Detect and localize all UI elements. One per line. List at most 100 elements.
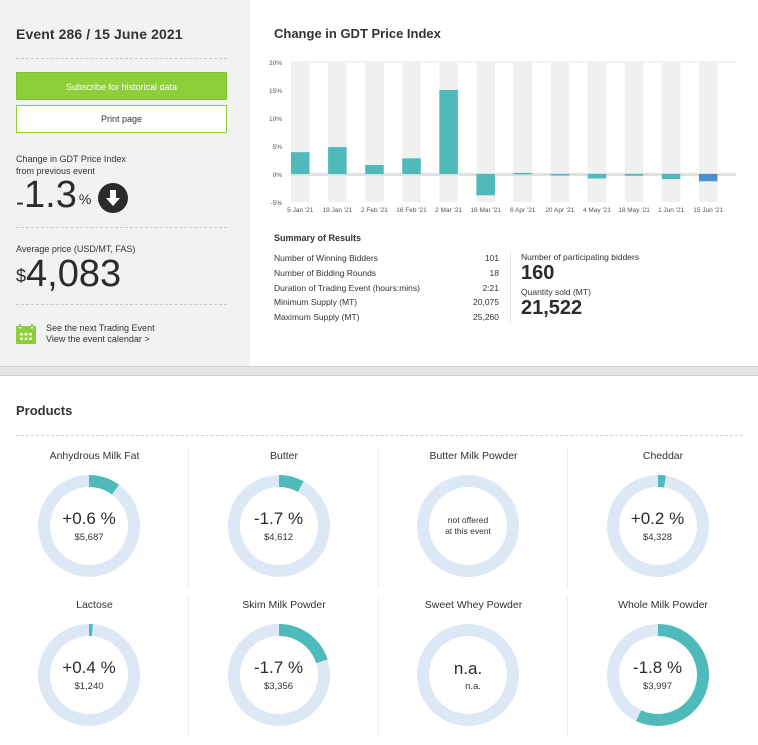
summary-row: Duration of Trading Event (hours:mins) 2:… (274, 281, 499, 296)
summary-row-value: 25,260 (473, 312, 499, 323)
bar (476, 174, 495, 196)
not-offered-note: not offered at this event (445, 515, 491, 537)
product-price: $4,328 (642, 531, 673, 543)
x-tick-label: 20 Apr '21 (545, 207, 574, 214)
x-tick-label: 2 Mar '21 (435, 207, 462, 214)
product-card-lactose[interactable]: Lactose +0.4 % $1,240 (0, 595, 189, 745)
event-sidebar: Event 286 / 15 June 2021 Subscribe for h… (0, 0, 250, 366)
donut-center: -1.7 % $4,612 (227, 474, 331, 578)
product-donut (606, 624, 709, 726)
product-card-anhydrous-milk-fat[interactable]: Anhydrous Milk Fat +0.6 % $5,687 (0, 446, 189, 596)
donut-share-arc (606, 624, 709, 726)
summary-title: Summary of Results (274, 233, 362, 243)
summary-row-label: Duration of Trading Event (hours:mins) (274, 282, 420, 293)
product-name: Lactose (76, 599, 113, 611)
product-card-skim-milk-powder[interactable]: Skim Milk Powder -1.7 % $3,356 (190, 595, 379, 745)
divider (16, 227, 227, 228)
subscribe-button[interactable]: Subscribe for historical data (16, 72, 227, 100)
donut-center: n.a. n.a. (416, 623, 520, 727)
product-card-butter-milk-powder[interactable]: Butter Milk Powder not offered at this eve… (379, 446, 568, 596)
currency-symbol: $ (16, 266, 27, 286)
chart-band (698, 62, 718, 202)
column-separator (567, 597, 568, 737)
donut-share-arc (38, 475, 140, 577)
product-donut (417, 475, 519, 577)
y-tick-label: 5% (273, 144, 283, 151)
donut-share-arc (227, 624, 330, 726)
chart-band (587, 62, 607, 202)
product-card-cheddar[interactable]: Cheddar +0.2 % $4,328 (569, 446, 758, 596)
x-tick-label: 18 May '21 (618, 207, 650, 214)
avg-price-label: Average price (USD/MT, FAS) (16, 244, 136, 254)
product-name: Whole Milk Powder (618, 599, 708, 611)
y-tick-label: 0% (273, 172, 283, 179)
product-card-whole-milk-powder[interactable]: Whole Milk Powder -1.8 % $3,997 (569, 595, 758, 745)
quantity-sold-label: Quantity sold (MT) (521, 287, 591, 297)
change-value: 1.3 (24, 174, 77, 216)
donut-center: +0.2 % $4,328 (606, 474, 710, 578)
chart-band (624, 62, 644, 202)
product-name: Butter Milk Powder (429, 450, 518, 462)
product-price: n.a. (465, 680, 481, 692)
participating-bidders-label: Number of participating bidders (521, 252, 640, 262)
change-label: Change in GDT Price Index from previous … (16, 153, 126, 177)
product-name: Sweet Whey Powder (424, 599, 523, 611)
summary-row-value: 20,075 (473, 297, 499, 308)
product-price: $1,240 (74, 680, 104, 692)
event-overview: Event 286 / 15 June 2021 Subscribe for h… (0, 0, 758, 366)
view-calendar-link[interactable]: View the event calendar > (46, 334, 150, 344)
donut-center: not offered at this event (416, 474, 520, 578)
average-price: $ 4,083 (16, 254, 121, 296)
summary-row-value: 18 (489, 267, 499, 278)
bar (661, 174, 681, 180)
summary-row-value: 101 (484, 253, 499, 263)
product-change: -1.7 % (253, 657, 304, 677)
column-separator (377, 597, 379, 737)
donut-center: +0.4 % $1,240 (37, 623, 141, 727)
x-tick-label: 16 Mar '21 (470, 207, 501, 214)
bar (328, 147, 347, 174)
chart-band (328, 62, 347, 202)
product-donut (38, 475, 140, 577)
calendar-icon[interactable] (16, 324, 36, 344)
divider (16, 58, 227, 59)
product-card-butter[interactable]: Butter -1.7 % $4,612 (190, 446, 379, 596)
product-price: $5,687 (74, 531, 104, 543)
print-page-button[interactable]: Print page (16, 105, 227, 133)
column-separator (567, 448, 568, 588)
summary-row: Minimum Supply (MT) 20,075 (274, 295, 499, 310)
y-tick-label: -5% (270, 200, 282, 207)
product-name: Anhydrous Milk Fat (49, 450, 140, 462)
summary-row-label: Number of Bidding Rounds (274, 267, 377, 278)
donut-center: -1.7 % $3,356 (227, 623, 331, 727)
chart-band (476, 62, 495, 202)
next-event-title: See the next Trading Event (46, 323, 155, 333)
summary-row: Number of Bidding Rounds 18 (274, 266, 499, 281)
change-sign: - (16, 189, 24, 216)
bar (439, 90, 458, 174)
bar (365, 165, 384, 174)
section-divider (0, 366, 758, 376)
divider (16, 435, 743, 436)
summary-divider (510, 251, 511, 323)
column-separator (188, 448, 189, 588)
product-donut (417, 624, 519, 726)
y-tick-label: 15% (269, 88, 282, 95)
summary-row: Maximum Supply (MT) 25,260 (274, 310, 499, 325)
y-tick-label: 10% (269, 116, 282, 123)
x-tick-label: 15 Jun '21 (693, 207, 723, 214)
price-index-change: - 1.3 % (16, 175, 91, 223)
bar (513, 172, 533, 175)
average-price-value: 4,083 (26, 253, 122, 295)
chart-band (365, 62, 384, 202)
donut-center: -1.8 % $3,997 (606, 623, 710, 727)
bar (698, 174, 718, 182)
next-event-link[interactable]: See the next Trading Event View the even… (46, 323, 155, 345)
x-tick-label: 16 Feb '21 (396, 207, 427, 214)
summary-table: Number of Winning Bidders 101 Number of Bi… (274, 251, 499, 325)
x-tick-label: 5 Jan '21 (287, 207, 314, 214)
product-change: -1.7 % (253, 508, 304, 528)
product-donut (227, 624, 330, 726)
donut-share-arc (227, 475, 330, 577)
product-card-sweet-whey-powder[interactable]: Sweet Whey Powder n.a. n.a. (379, 595, 568, 745)
